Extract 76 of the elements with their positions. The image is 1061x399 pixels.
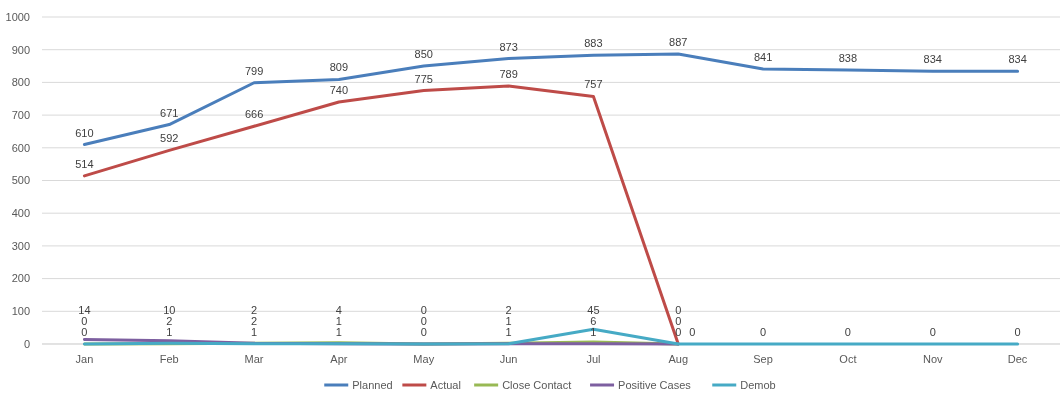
x-tick-label: Aug	[668, 353, 689, 365]
data-label: 1	[166, 325, 173, 338]
data-label: 6	[590, 314, 597, 327]
x-tick-label: Nov	[922, 353, 944, 365]
data-label: 0	[929, 326, 936, 338]
data-label: 1	[251, 325, 258, 338]
data-label: 887	[669, 35, 688, 48]
data-label: 0	[81, 326, 88, 338]
data-label: 4	[335, 303, 342, 316]
data-label: 0	[420, 304, 427, 316]
data-label: 0	[420, 326, 427, 338]
data-label: 789	[499, 68, 518, 80]
x-tick-label: Jul	[586, 353, 601, 365]
x-tick-label: Apr	[330, 353, 348, 365]
data-label: 0	[760, 326, 767, 338]
y-tick-label: 700	[11, 108, 30, 121]
data-label: 10	[163, 303, 176, 316]
data-label: 838	[838, 51, 858, 64]
data-label: 2	[251, 303, 258, 316]
data-label: 883	[584, 37, 603, 50]
data-label: 1	[505, 314, 512, 327]
y-tick-label: 600	[11, 141, 30, 154]
data-label: 740	[329, 84, 349, 97]
data-label: 610	[75, 126, 94, 139]
data-label: 1	[505, 325, 512, 338]
data-label: 809	[329, 61, 349, 74]
data-label: 0	[1014, 326, 1021, 338]
data-label: 14	[78, 304, 91, 316]
legend-label: Close Contact	[502, 379, 572, 391]
data-label: 873	[499, 40, 518, 53]
data-label: 834	[923, 53, 942, 66]
legend-label: Positive Cases	[618, 379, 692, 391]
legend-label: Planned	[352, 379, 393, 391]
data-label: 0	[81, 315, 88, 327]
data-label: 850	[414, 48, 433, 61]
y-tick-label: 200	[11, 272, 30, 285]
data-label: 45	[587, 303, 600, 316]
data-label: 592	[160, 132, 179, 145]
data-label: 2	[505, 303, 512, 316]
data-label: 666	[244, 108, 264, 121]
y-tick-label: 300	[11, 239, 30, 252]
x-tick-label: Jan	[75, 353, 94, 365]
data-label: 0	[675, 304, 682, 316]
legend-label: Actual	[430, 379, 461, 391]
data-label: 841	[753, 50, 773, 63]
x-tick-label: Feb	[159, 353, 179, 365]
data-label: 1	[335, 325, 342, 338]
data-label: 1	[590, 325, 597, 338]
x-tick-label: Jun	[499, 353, 518, 365]
data-label: 0	[675, 326, 682, 338]
y-tick-label: 0	[23, 337, 30, 350]
y-tick-label: 500	[11, 174, 30, 187]
x-tick-label: Oct	[839, 353, 857, 365]
y-tick-label: 1000	[5, 10, 30, 23]
data-label: 0	[844, 326, 851, 338]
y-tick-label: 400	[11, 207, 30, 220]
data-label: 1	[335, 314, 342, 327]
x-tick-label: Mar	[244, 353, 264, 365]
data-label: 0	[689, 326, 696, 338]
x-tick-label: Dec	[1007, 353, 1028, 365]
x-tick-label: Sep	[753, 353, 773, 365]
data-label: 799	[244, 64, 264, 77]
data-label: 834	[1008, 53, 1027, 66]
data-label: 757	[584, 78, 603, 91]
data-label: 775	[414, 72, 433, 85]
data-label: 2	[166, 314, 173, 327]
y-tick-label: 100	[11, 305, 30, 318]
data-label: 671	[160, 106, 179, 119]
y-tick-label: 800	[11, 76, 30, 89]
data-label: 2	[251, 314, 258, 327]
legend-label: Demob	[740, 379, 776, 391]
y-tick-label: 900	[11, 43, 30, 56]
data-label: 0	[675, 315, 682, 327]
data-label: 514	[75, 157, 94, 170]
x-tick-label: May	[413, 353, 435, 365]
data-label: 0	[420, 315, 427, 327]
